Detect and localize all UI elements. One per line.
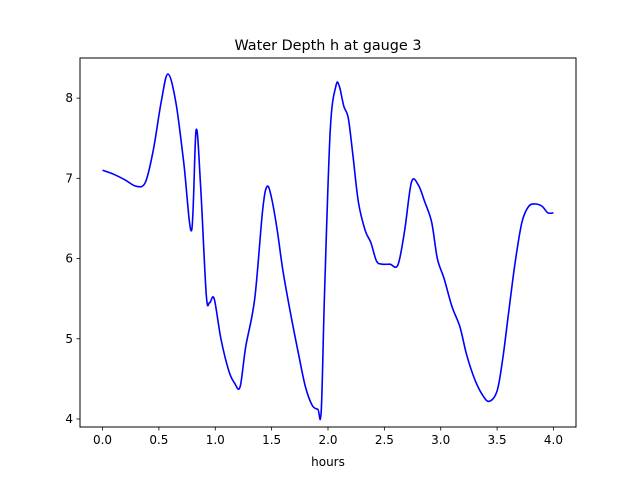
- plot-area-frame: [79, 57, 577, 428]
- x-tick-label: 1.0: [206, 433, 225, 447]
- x-tick-label: 0.5: [149, 433, 168, 447]
- y-axis: 4 5 6 7 8: [65, 91, 80, 426]
- x-tick-label: 2.5: [375, 433, 394, 447]
- series-line: [102, 73, 554, 421]
- x-axis-label: hours: [311, 455, 345, 469]
- y-tick-label: 4: [65, 412, 73, 426]
- y-tick-label: 7: [65, 171, 73, 185]
- x-tick-label: 1.5: [262, 433, 281, 447]
- x-tick-label: 2.0: [318, 433, 337, 447]
- x-axis: 0.0 0.5 1.0 1.5 2.0 2.5 3.0 3.5 4.0: [93, 427, 563, 447]
- x-tick-label: 0.0: [93, 433, 112, 447]
- y-tick-label: 8: [65, 91, 73, 105]
- y-tick-label: 6: [65, 252, 73, 266]
- x-tick-label: 3.5: [488, 433, 507, 447]
- x-tick-label: 4.0: [544, 433, 563, 447]
- chart-title: Water Depth h at gauge 3: [234, 38, 421, 54]
- x-tick-label: 3.0: [431, 433, 450, 447]
- series-layer: [102, 73, 554, 421]
- y-tick-label: 5: [65, 332, 73, 346]
